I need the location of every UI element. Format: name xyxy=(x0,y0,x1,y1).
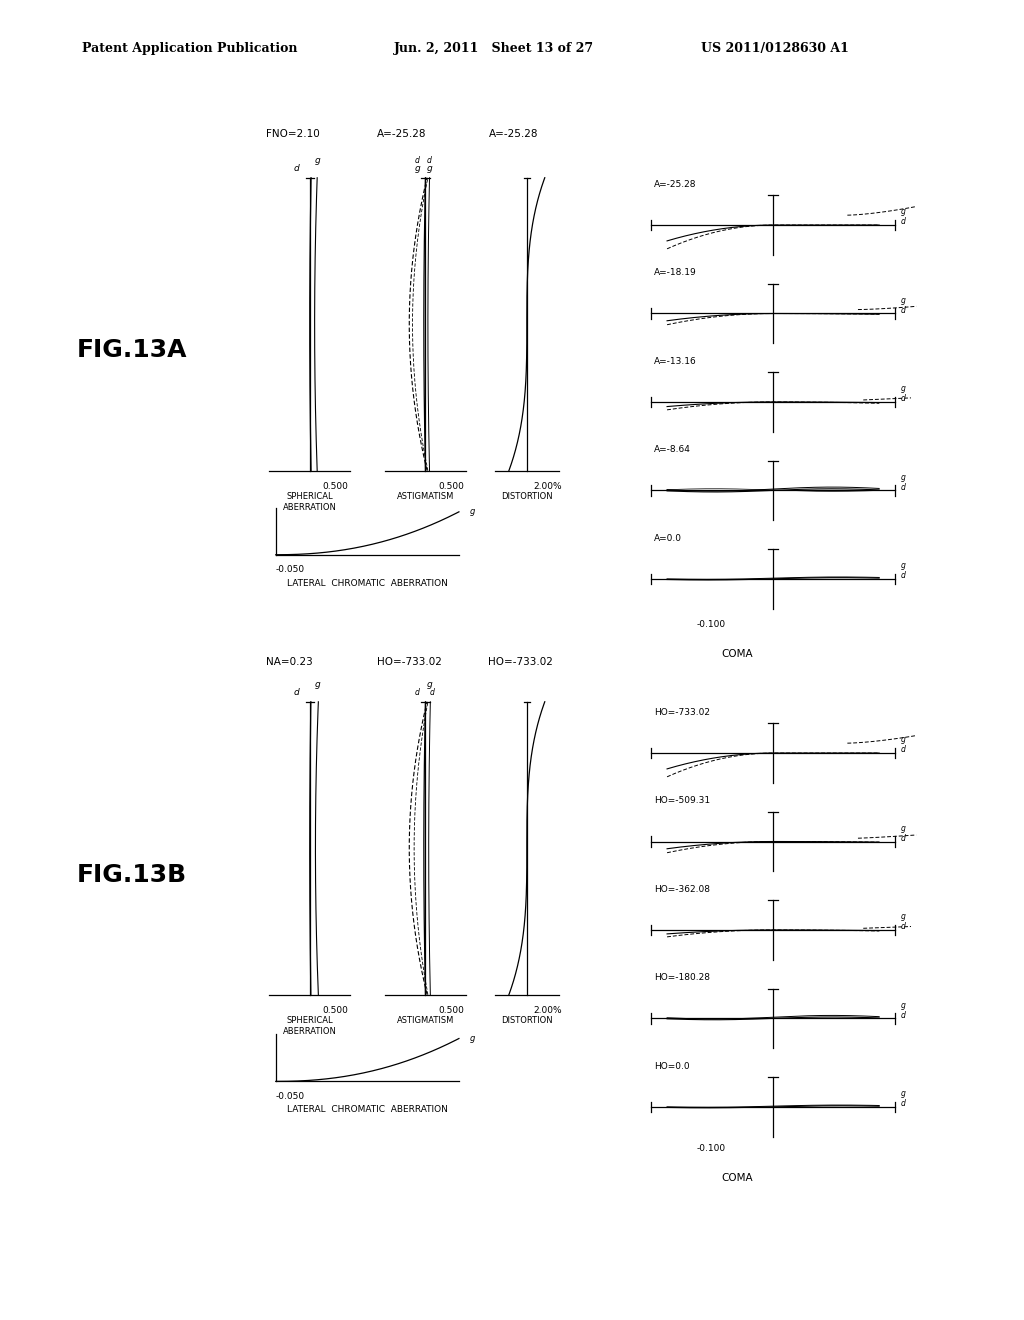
Text: HO=-509.31: HO=-509.31 xyxy=(654,796,711,805)
Text: 2.00%: 2.00% xyxy=(534,482,561,491)
Text: A=-25.28: A=-25.28 xyxy=(377,128,426,139)
Text: US 2011/0128630 A1: US 2011/0128630 A1 xyxy=(701,42,849,55)
Text: ASTIGMATISM: ASTIGMATISM xyxy=(396,492,455,500)
Text: HO=-733.02: HO=-733.02 xyxy=(377,656,441,667)
Text: COMA: COMA xyxy=(722,1173,753,1184)
Text: -0.050: -0.050 xyxy=(275,1092,305,1101)
Text: Jun. 2, 2011   Sheet 13 of 27: Jun. 2, 2011 Sheet 13 of 27 xyxy=(394,42,594,55)
Text: d: d xyxy=(900,1011,905,1019)
Text: d: d xyxy=(900,483,905,491)
Text: COMA: COMA xyxy=(722,649,753,660)
Text: NA=0.23: NA=0.23 xyxy=(266,656,313,667)
Text: HO=-733.02: HO=-733.02 xyxy=(488,656,553,667)
Text: FIG.13A: FIG.13A xyxy=(77,338,187,362)
Text: -0.050: -0.050 xyxy=(275,565,305,574)
Text: A=0.0: A=0.0 xyxy=(654,533,682,543)
Text: d: d xyxy=(900,923,905,931)
Text: d: d xyxy=(900,218,905,226)
Text: 0.500: 0.500 xyxy=(438,1006,464,1015)
Text: d: d xyxy=(900,1100,905,1107)
Text: DISTORTION: DISTORTION xyxy=(501,1016,553,1024)
Text: 0.500: 0.500 xyxy=(323,482,348,491)
Text: g: g xyxy=(315,156,321,165)
Text: d: d xyxy=(293,164,299,173)
Text: g: g xyxy=(900,561,905,570)
Text: d: d xyxy=(429,688,434,697)
Text: g: g xyxy=(900,912,905,921)
Text: 0.500: 0.500 xyxy=(438,482,464,491)
Text: DISTORTION: DISTORTION xyxy=(501,492,553,500)
Text: g: g xyxy=(900,296,905,305)
Text: LATERAL  CHROMATIC  ABERRATION: LATERAL CHROMATIC ABERRATION xyxy=(287,1105,447,1114)
Text: A=-25.28: A=-25.28 xyxy=(488,128,538,139)
Text: d: d xyxy=(427,156,432,165)
Text: SPHERICAL
ABERRATION: SPHERICAL ABERRATION xyxy=(283,1016,337,1036)
Text: LATERAL  CHROMATIC  ABERRATION: LATERAL CHROMATIC ABERRATION xyxy=(287,578,447,587)
Text: d: d xyxy=(900,746,905,754)
Text: g: g xyxy=(900,824,905,833)
Text: A=-13.16: A=-13.16 xyxy=(654,356,697,366)
Text: d: d xyxy=(900,834,905,842)
Text: FIG.13B: FIG.13B xyxy=(77,863,187,887)
Text: d: d xyxy=(415,156,420,165)
Text: ASTIGMATISM: ASTIGMATISM xyxy=(396,1016,455,1024)
Text: Patent Application Publication: Patent Application Publication xyxy=(82,42,297,55)
Text: d: d xyxy=(293,688,299,697)
Text: A=-18.19: A=-18.19 xyxy=(654,268,697,277)
Text: 0.500: 0.500 xyxy=(323,1006,348,1015)
Text: g: g xyxy=(315,680,321,689)
Text: d: d xyxy=(900,395,905,403)
Text: g: g xyxy=(900,473,905,482)
Text: A=-8.64: A=-8.64 xyxy=(654,445,691,454)
Text: A=-25.28: A=-25.28 xyxy=(654,180,697,189)
Text: g: g xyxy=(470,507,475,516)
Text: g: g xyxy=(900,1001,905,1010)
Text: HO=-362.08: HO=-362.08 xyxy=(654,884,711,894)
Text: SPHERICAL
ABERRATION: SPHERICAL ABERRATION xyxy=(283,492,337,512)
Text: g: g xyxy=(427,680,432,689)
Text: d: d xyxy=(900,572,905,579)
Text: g: g xyxy=(470,1034,475,1043)
Text: HO=0.0: HO=0.0 xyxy=(654,1061,690,1071)
Text: -0.100: -0.100 xyxy=(696,1144,725,1154)
Text: g: g xyxy=(900,735,905,744)
Text: -0.100: -0.100 xyxy=(696,620,725,630)
Text: HO=-180.28: HO=-180.28 xyxy=(654,973,711,982)
Text: FNO=2.10: FNO=2.10 xyxy=(266,128,319,139)
Text: g: g xyxy=(427,164,432,173)
Text: g: g xyxy=(900,1089,905,1098)
Text: g: g xyxy=(900,207,905,216)
Text: HO=-733.02: HO=-733.02 xyxy=(654,708,711,717)
Text: 2.00%: 2.00% xyxy=(534,1006,561,1015)
Text: g: g xyxy=(415,164,420,173)
Text: d: d xyxy=(900,306,905,314)
Text: d: d xyxy=(415,688,420,697)
Text: g: g xyxy=(900,384,905,393)
